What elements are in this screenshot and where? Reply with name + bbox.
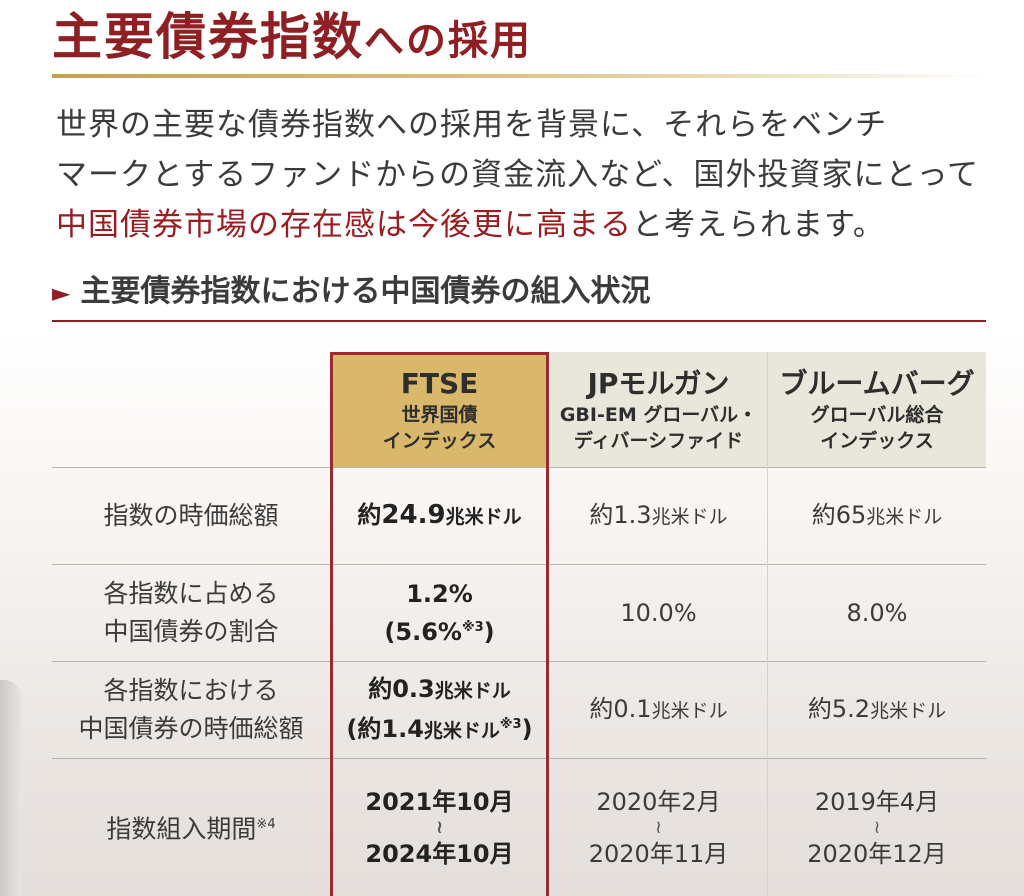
- lead-line-1: 世界の主要な債券指数への採用を背景に、それらをベンチ: [56, 107, 888, 143]
- row-label-china-share: 各指数に占める 中国債券の割合: [52, 565, 330, 661]
- unit: 兆米ドル: [866, 506, 943, 528]
- lead-paragraph: 世界の主要な債券指数への採用を背景に、それらをベンチ マークとするファンドからの…: [56, 100, 996, 250]
- ftse-inclusion-period: 2021年10月 ≀ 2024年10月: [330, 759, 549, 896]
- row-label-text: 指数組入期間: [106, 814, 257, 844]
- bbg-market-cap: 約65兆米ドル: [768, 468, 986, 564]
- range-wave-icon: ≀: [873, 816, 881, 838]
- row-label-text: 各指数における: [103, 676, 279, 705]
- row-label-china-market-cap: 各指数における 中国債券の時価総額: [52, 662, 330, 758]
- prefix: 約: [811, 501, 836, 529]
- unit: 兆米ドル: [651, 700, 728, 722]
- section-subheading: ► 主要債券指数における中国債券の組入状況: [52, 270, 650, 315]
- prefix: 約: [589, 501, 614, 529]
- background-building-silhouette: [0, 680, 22, 896]
- row-divider: [52, 467, 986, 468]
- lead-line-3-rest: と考えられます。: [632, 207, 885, 243]
- row-label-inclusion-period: 指数組入期間※4: [52, 759, 330, 896]
- subheading-rule: [52, 320, 986, 322]
- bbg-china-share: 8.0%: [768, 565, 986, 661]
- page-title: 主要債券指数への採用: [52, 0, 532, 78]
- jpm-china-share: 10.0%: [550, 565, 767, 661]
- jpm-inclusion-period: 2020年2月 ≀ 2020年11月: [550, 759, 767, 896]
- unit: 兆米ドル: [870, 700, 947, 722]
- title-underline: [52, 74, 988, 78]
- period-end: 2020年12月: [807, 839, 947, 868]
- row-label-text: 中国債券の時価総額: [78, 714, 304, 743]
- header-jpm-sub2: ディバーシファイド: [573, 429, 744, 452]
- unit: 兆米ドル: [445, 506, 522, 528]
- value: 5.2: [831, 695, 871, 723]
- prefix: 約: [807, 695, 832, 723]
- header-ftse-sub1: 世界国債: [401, 403, 478, 426]
- unit: 兆米ドル: [434, 680, 511, 702]
- paren-close: ): [483, 618, 495, 646]
- range-wave-icon: ≀: [655, 816, 662, 838]
- page-title-main: 主要債券指数: [52, 8, 364, 66]
- unit: 兆米ドル: [651, 506, 728, 528]
- subheading-text: 主要債券指数における中国債券の組入状況: [80, 274, 651, 309]
- period-start: 2021年10月: [365, 787, 514, 816]
- footnote-ref: ※3: [499, 717, 522, 732]
- prefix: 約: [589, 695, 614, 723]
- range-wave-icon: ≀: [436, 816, 443, 838]
- prefix: 約: [357, 501, 382, 529]
- footnote-ref: ※3: [461, 620, 484, 635]
- lead-highlight: 中国債券市場の存在感は今後更に高まる: [56, 207, 632, 243]
- unit: 兆米ドル: [423, 720, 500, 742]
- value: 24.9: [381, 500, 446, 530]
- header-bloomberg: ブルームバーグ グローバル総合 インデックス: [768, 352, 986, 467]
- row-label-text: 指数の時価総額: [103, 501, 279, 530]
- ftse-china-share: 1.2% (5.6%※3): [330, 565, 549, 661]
- header-jpm-name: JPモルガン: [587, 366, 730, 400]
- period-end: 2020年11月: [588, 839, 729, 868]
- value: 65: [835, 501, 867, 529]
- jpm-china-market-cap: 約0.1兆米ドル: [550, 662, 767, 758]
- lead-line-3: 中国債券市場の存在感は今後更に高まると考えられます。: [56, 200, 996, 250]
- period-start: 2019年4月: [814, 787, 940, 816]
- column-divider: [767, 352, 768, 896]
- header-ftse-name: FTSE: [400, 366, 479, 400]
- row-label-market-cap: 指数の時価総額: [52, 468, 330, 564]
- header-bbg-sub1: グローバル総合: [810, 403, 944, 426]
- header-bbg-name: ブルームバーグ: [779, 366, 975, 400]
- header-jpmorgan: JPモルガン GBI-EM グローバル・ ディバーシファイド: [550, 352, 767, 467]
- prefix: (約: [346, 715, 382, 743]
- ftse-market-cap: 約24.9兆米ドル: [330, 468, 549, 564]
- footnote-ref: ※4: [256, 817, 276, 833]
- page-title-tail: への採用: [364, 18, 532, 64]
- value: 0.3: [392, 675, 435, 703]
- row-label-text: 中国債券の割合: [103, 617, 279, 646]
- row-divider: [52, 661, 986, 662]
- header-bbg-sub2: インデックス: [820, 429, 934, 452]
- value: 0.1: [613, 695, 652, 723]
- ftse-china-market-cap: 約0.3兆米ドル (約1.4兆米ドル※3): [330, 662, 549, 758]
- bbg-china-market-cap: 約5.2兆米ドル: [768, 662, 986, 758]
- prefix: 約: [368, 675, 393, 703]
- value: 10.0%: [620, 599, 697, 627]
- value-alt: 1.4: [381, 715, 424, 743]
- value: 1.2%: [406, 580, 473, 608]
- jpm-market-cap: 約1.3兆米ドル: [550, 468, 767, 564]
- period-end: 2024年10月: [365, 839, 514, 868]
- triangle-arrow-icon: ►: [52, 279, 71, 307]
- row-divider: [52, 564, 986, 565]
- header-ftse-sub2: インデックス: [382, 429, 497, 452]
- row-label-text: 各指数に占める: [103, 579, 279, 608]
- value: 1.3: [613, 501, 652, 529]
- value-alt: (5.6%: [384, 618, 462, 646]
- row-divider: [52, 758, 986, 759]
- bbg-inclusion-period: 2019年4月 ≀ 2020年12月: [768, 759, 986, 896]
- paren-close: ): [521, 715, 533, 743]
- header-jpm-sub1: GBI-EM グローバル・: [559, 403, 758, 426]
- value: 8.0%: [846, 599, 908, 627]
- header-ftse: FTSE 世界国債 インデックス: [330, 352, 549, 467]
- lead-line-2: マークとするファンドからの資金流入など、国外投資家にとって: [56, 157, 980, 193]
- period-start: 2020年2月: [596, 787, 721, 816]
